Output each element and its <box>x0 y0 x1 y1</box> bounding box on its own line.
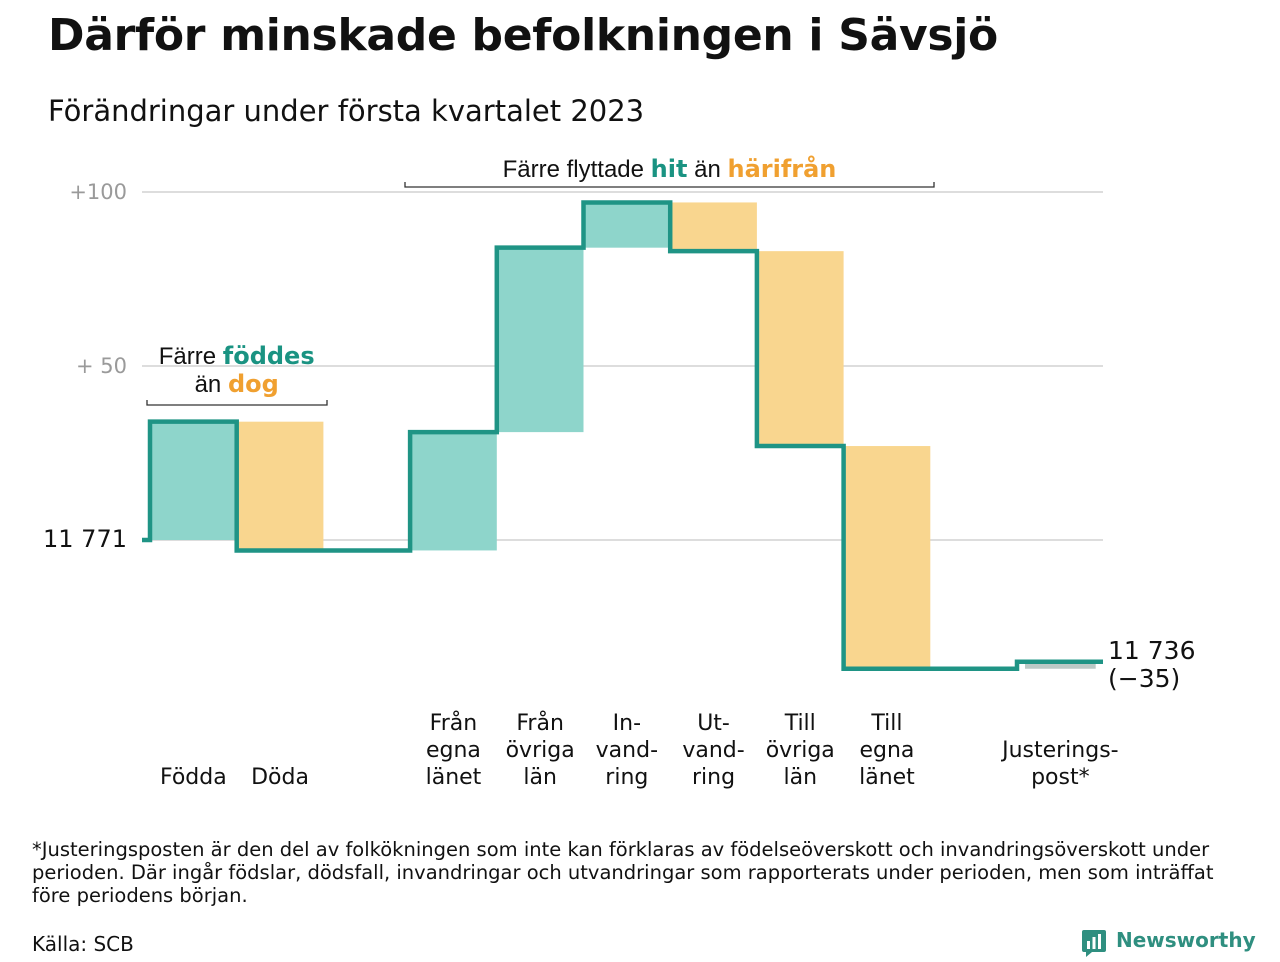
category-label: Från <box>430 710 478 736</box>
increase-bar <box>150 421 237 540</box>
annotation-moves-bracket <box>404 182 935 188</box>
category-label: övriga <box>506 738 575 763</box>
annotation-highlight: föddes <box>223 342 315 370</box>
annotation-births-line2: än dog <box>195 370 279 398</box>
category-label: Från <box>516 710 564 736</box>
newsworthy-logo: Newsworthy <box>1080 928 1256 958</box>
annotation-births-line1: Färre föddes <box>159 342 315 370</box>
annotation-moves: Färre flyttade hit än härifrån <box>503 154 837 183</box>
category-label: Till <box>784 711 816 736</box>
cumulative-step-line <box>142 200 1103 672</box>
category-label: egna <box>859 738 914 763</box>
chart-logo-icon <box>1082 930 1106 957</box>
decrease-bar <box>756 251 844 447</box>
adjustment-bar <box>1025 661 1096 669</box>
annotation-text: än <box>687 156 727 183</box>
category-label: Justerings- <box>1000 738 1119 763</box>
increase-bar <box>583 202 671 248</box>
end-change-label: (−35) <box>1108 664 1180 693</box>
category-label: län <box>783 765 817 790</box>
decrease-bar <box>843 446 931 669</box>
decrease-bar <box>236 421 324 551</box>
category-label: Döda <box>251 765 309 790</box>
category-label: vand- <box>682 738 744 763</box>
increase-bar <box>496 247 584 433</box>
annotation-highlight: hit <box>651 155 688 183</box>
category-label: ring <box>605 765 648 790</box>
category-label: post* <box>1031 765 1090 790</box>
category-label: länet <box>859 765 915 790</box>
footnote: *Justeringsposten är den del av folkökni… <box>32 838 1214 907</box>
category-label: övriga <box>766 738 835 763</box>
annotation-births-bracket <box>146 400 328 406</box>
chart-title: Därför minskade befolkningen i Sävsjö <box>48 10 998 61</box>
category-label: Till <box>870 711 902 736</box>
category-label: Ut- <box>697 711 730 736</box>
annotation-text: Färre <box>159 343 223 370</box>
category-label: Födda <box>160 765 227 790</box>
category-label: egna <box>426 738 481 763</box>
category-label: län <box>523 765 557 790</box>
annotation-text: Färre flyttade <box>503 156 651 183</box>
decrease-bar <box>670 202 757 252</box>
category-label: In- <box>613 711 641 736</box>
annotation-text: än <box>195 371 228 398</box>
start-value-label: 11 771 <box>43 525 127 553</box>
category-label: ring <box>692 765 735 790</box>
annotation-highlight: härifrån <box>727 154 836 183</box>
increase-bar <box>410 432 497 551</box>
annotation-highlight: dog <box>228 370 279 398</box>
y-tick-label: + 50 <box>76 354 127 378</box>
brand-name: Newsworthy <box>1116 928 1256 952</box>
source-label: Källa: SCB <box>32 932 134 956</box>
chart-subtitle: Förändringar under första kvartalet 2023 <box>48 94 645 128</box>
category-label: vand- <box>596 738 658 763</box>
y-tick-label: +100 <box>69 180 127 204</box>
end-value-label: 11 736 <box>1108 636 1195 665</box>
category-label: länet <box>426 765 482 790</box>
